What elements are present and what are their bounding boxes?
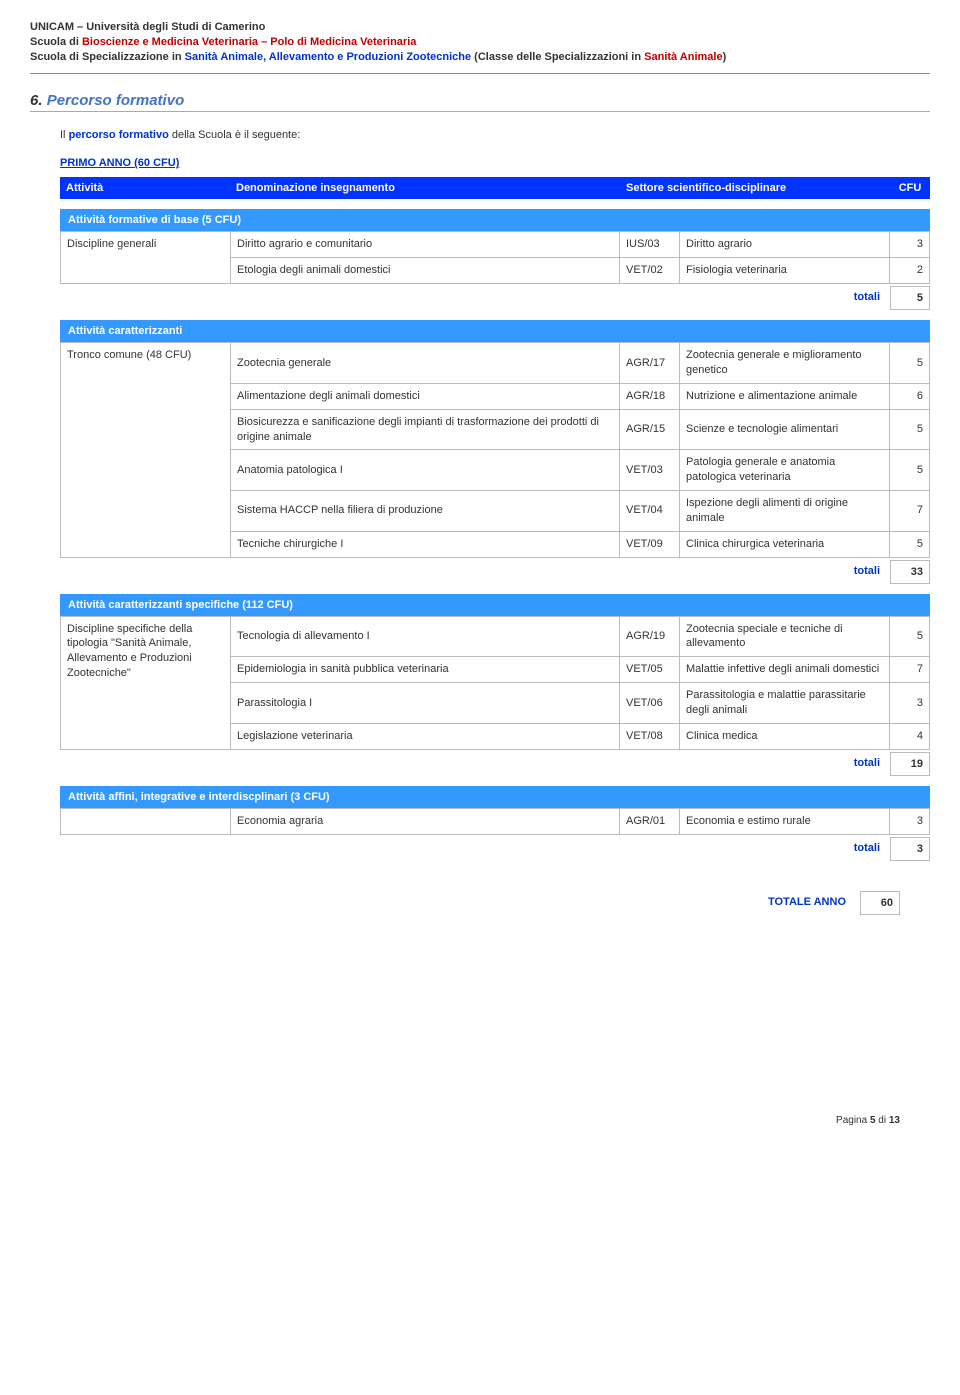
page-footer: Pagina 5 di 13 (30, 1115, 900, 1126)
columns-header: Attività Denominazione insegnamento Sett… (60, 177, 930, 199)
table-base: Discipline generali Diritto agrario e co… (60, 231, 930, 284)
intro-text: Il percorso formativo della Scuola è il … (60, 128, 930, 144)
col-cfu: CFU (890, 177, 930, 199)
table-spec: Discipline specifiche della tipologia "S… (60, 616, 930, 750)
band-base: Attività formative di base (5 CFU) (60, 209, 930, 231)
activity-cell (61, 808, 231, 834)
col-sector: Settore scientifico-disciplinare (620, 177, 890, 199)
totali-base: totali 5 (60, 286, 930, 310)
page-content: UNICAM – Università degli Studi di Camer… (0, 0, 960, 1146)
grand-total: TOTALE ANNO 60 (30, 891, 900, 915)
col-activity: Attività (60, 177, 230, 199)
band-affini: Attività affini, integrative e interdisc… (60, 786, 930, 808)
table-row: Discipline specifiche della tipologia "S… (61, 616, 930, 657)
activity-cell: Tronco comune (48 CFU) (61, 343, 231, 557)
header-divider (30, 73, 930, 74)
header-line-2: Scuola di Bioscienze e Medicina Veterina… (30, 35, 930, 50)
band-caratt: Attività caratterizzanti (60, 320, 930, 342)
totali-spec: totali 19 (60, 752, 930, 776)
col-denom: Denominazione insegnamento (230, 177, 620, 199)
table-row: Tronco comune (48 CFU) Zootecnia general… (61, 343, 930, 384)
table-caratt: Tronco comune (48 CFU) Zootecnia general… (60, 342, 930, 557)
activity-cell: Discipline specifiche della tipologia "S… (61, 616, 231, 749)
totali-caratt: totali 33 (60, 560, 930, 584)
intro-link: percorso formativo (69, 129, 169, 141)
table-row: Discipline generali Diritto agrario e co… (61, 232, 930, 258)
totali-affini: totali 3 (60, 837, 930, 861)
doc-header: UNICAM – Università degli Studi di Camer… (30, 20, 930, 65)
header-line-1: UNICAM – Università degli Studi di Camer… (30, 20, 930, 35)
band-spec: Attività caratterizzanti specifiche (112… (60, 594, 930, 616)
header-line-3: Scuola di Specializzazione in Sanità Ani… (30, 50, 930, 65)
table-affini: Economia agraria AGR/01 Economia e estim… (60, 808, 930, 835)
table-row: Economia agraria AGR/01 Economia e estim… (61, 808, 930, 834)
year-label: PRIMO ANNO (60 CFU) (60, 157, 930, 169)
section-divider (30, 111, 930, 112)
activity-cell: Discipline generali (61, 232, 231, 284)
section-heading: 6. Percorso formativo (30, 92, 930, 109)
